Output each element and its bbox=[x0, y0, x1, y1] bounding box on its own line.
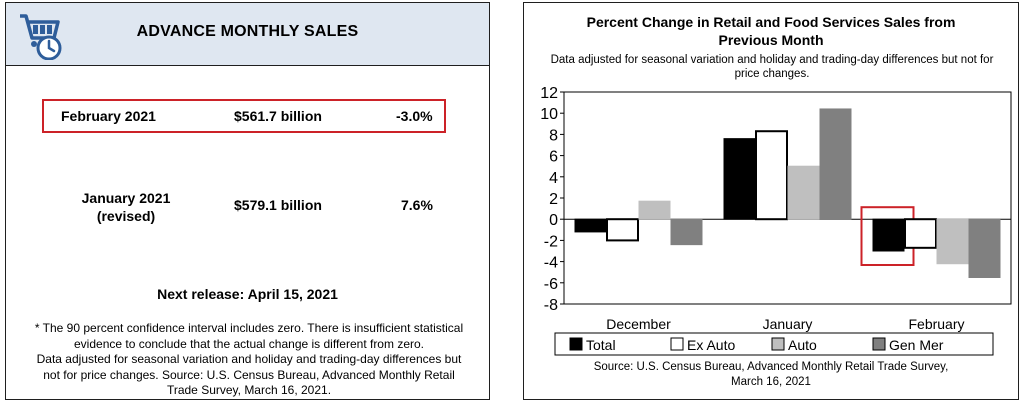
summary-header: ADVANCE MONTHLY SALES bbox=[6, 3, 489, 66]
row-period-january-line1: January 2021 bbox=[81, 190, 171, 206]
y-tick-label: 12 bbox=[540, 85, 558, 102]
bar-january-auto bbox=[787, 165, 820, 220]
bar-january-ex-auto bbox=[755, 130, 788, 221]
bar-december-ex-auto bbox=[606, 218, 639, 242]
row-period-january-line2: (revised) bbox=[96, 208, 156, 224]
bar-december-gen-mer bbox=[670, 218, 703, 246]
bar-december-total bbox=[574, 218, 607, 233]
legend-swatch bbox=[670, 337, 684, 351]
chart-panel: Percent Change in Retail and Food Servic… bbox=[523, 2, 1019, 400]
footnote: * The 90 percent confidence interval inc… bbox=[18, 321, 480, 399]
bar-february-total bbox=[872, 218, 905, 252]
bar-february-auto bbox=[936, 218, 969, 265]
chart-title-line1: Percent Change in Retail and Food Servic… bbox=[586, 14, 956, 30]
legend-label: Ex Auto bbox=[687, 337, 735, 353]
chart-source-line2: March 16, 2021 bbox=[731, 376, 811, 388]
legend-swatch bbox=[872, 337, 886, 351]
y-tick-label: 2 bbox=[549, 191, 558, 208]
chart-subtitle: Data adjusted for seasonal variation and… bbox=[534, 53, 1010, 81]
y-tick-label: 6 bbox=[549, 149, 558, 166]
legend-swatch bbox=[569, 337, 583, 351]
legend-label: Total bbox=[586, 337, 616, 353]
bar-december-auto bbox=[638, 200, 671, 220]
y-tick-label: 0 bbox=[549, 212, 558, 229]
bar-january-total bbox=[723, 138, 756, 220]
chart-source-line1: Source: U.S. Census Bureau, Advanced Mon… bbox=[593, 361, 949, 373]
shopping-cart-clock-icon bbox=[20, 14, 62, 60]
legend-label: Auto bbox=[788, 337, 817, 353]
x-category-label: January bbox=[763, 316, 813, 332]
y-tick-label: 8 bbox=[549, 127, 558, 144]
bar-january-gen-mer bbox=[819, 108, 852, 220]
bar-february-gen-mer bbox=[968, 218, 1001, 278]
advance-sales-summary-panel: ADVANCE MONTHLY SALES February 2021 $561… bbox=[5, 2, 490, 400]
x-category-label: December bbox=[606, 316, 671, 332]
chart-title: Percent Change in Retail and Food Servic… bbox=[524, 13, 1018, 49]
footnote-line: evidence to conclude that the actual cha… bbox=[74, 336, 424, 351]
y-tick-label: 10 bbox=[540, 106, 558, 123]
y-tick-label: -4 bbox=[544, 255, 558, 272]
row-change-january: 7.6% bbox=[401, 197, 433, 213]
bar-chart: 12 10 8 6 4 2 0 -2 -4 -6 -8 December January February… bbox=[540, 85, 1012, 356]
february-highlight-box bbox=[42, 99, 446, 133]
footnote-line: Trade Survey, March 16, 2021. bbox=[166, 383, 332, 397]
y-tick-label: -2 bbox=[544, 233, 558, 250]
footnote-line: * The 90 percent confidence interval inc… bbox=[34, 321, 464, 335]
chart-subtitle-line2: price changes. bbox=[734, 68, 810, 80]
row-change-february: -3.0% bbox=[396, 108, 433, 124]
bar-february-ex-auto bbox=[904, 218, 937, 249]
chart-source: Source: U.S. Census Bureau, Advanced Mon… bbox=[524, 360, 1018, 390]
row-period-january: January 2021 (revised) bbox=[71, 189, 181, 225]
legend-label: Gen Mer bbox=[889, 337, 944, 353]
row-period-february: February 2021 bbox=[61, 108, 156, 124]
x-category-label: February bbox=[908, 316, 964, 332]
y-tick-label: 4 bbox=[549, 170, 558, 187]
y-tick-label: -6 bbox=[544, 276, 558, 293]
footnote-line: Data adjusted for seasonal variation and… bbox=[36, 352, 462, 366]
chart-title-line2: Previous Month bbox=[718, 32, 824, 48]
row-value-january: $579.1 billion bbox=[234, 197, 322, 213]
footnote-line: not for price changes. Source: U.S. Cens… bbox=[43, 367, 455, 382]
y-tick-label: -8 bbox=[544, 297, 558, 314]
legend-swatch bbox=[771, 337, 785, 351]
summary-title: ADVANCE MONTHLY SALES bbox=[136, 23, 359, 40]
chart-subtitle-line1: Data adjusted for seasonal variation and… bbox=[550, 54, 994, 66]
row-value-february: $561.7 billion bbox=[234, 108, 322, 124]
next-release-text: Next release: April 15, 2021 bbox=[157, 286, 338, 302]
